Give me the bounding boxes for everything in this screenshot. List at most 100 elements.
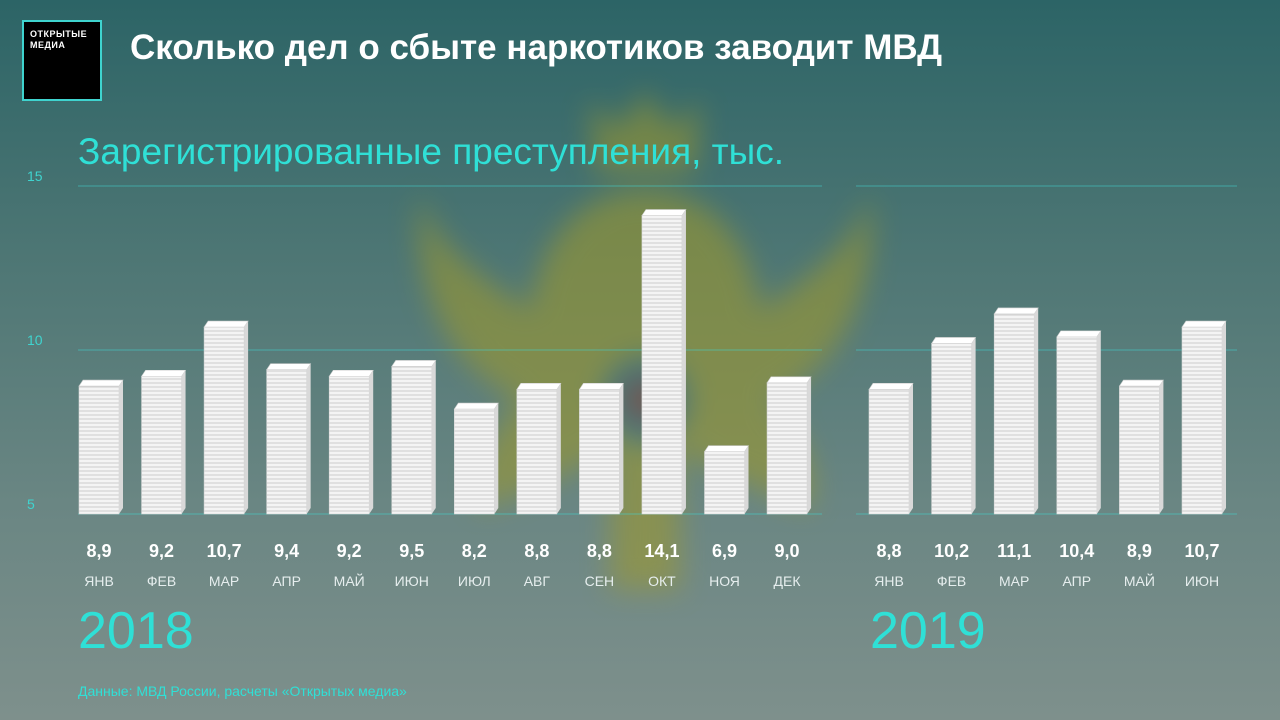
bar-2019-ЯНВ: [868, 389, 910, 515]
month-label: СЕН: [585, 573, 615, 589]
bar-2019-МАР: [993, 313, 1035, 515]
bar-side-2019-МАР: [1034, 307, 1039, 514]
bar-top-2018-СЕН: [578, 383, 624, 390]
bar-side-2018-АПР: [306, 363, 311, 514]
value-label: 8,8: [876, 541, 901, 561]
bar-top-2019-МАЙ: [1118, 379, 1164, 387]
bar-2019-АПР: [1056, 336, 1098, 515]
bar-2018-АПР: [266, 369, 307, 515]
month-label: АПР: [272, 573, 301, 589]
bar-side-2018-АВГ: [556, 383, 561, 514]
logo-text-line1: ОТКРЫТЫЕ: [30, 29, 88, 39]
year-label-2019: 2019: [870, 602, 986, 660]
source-note: Данные: МВД России, расчеты «Открытых ме…: [78, 683, 407, 699]
value-label: 9,5: [399, 541, 424, 561]
bar-labels: 8,9 ЯНВ 9,2 ФЕВ 10,7 МАР 9,4 АПР 9,2 МАЙ 9,5 ИЮН 8,2…: [84, 541, 1219, 589]
value-label: 6,9: [712, 541, 737, 561]
value-label: 8,8: [524, 541, 549, 561]
bar-top-2018-АПР: [266, 363, 312, 370]
gridlines: [78, 185, 1237, 515]
bar-side-2019-ИЮН: [1222, 321, 1226, 514]
logo-text-line2: МЕДИА: [30, 40, 66, 50]
page-title: Сколько дел о сбыте наркотиков заводит М…: [130, 28, 943, 67]
value-label: 9,4: [274, 541, 299, 561]
bar-2018-АВГ: [516, 389, 558, 515]
y-axis-ticks: 5 10 15: [27, 168, 43, 512]
bar-side-2019-АПР: [1096, 330, 1101, 514]
bar-top-2018-ИЮН: [391, 360, 437, 367]
bar-2019-ИЮН: [1181, 326, 1223, 515]
bar-2019-ФЕВ: [931, 343, 972, 515]
bar-top-2018-ЯНВ: [78, 379, 124, 387]
bar-top-2019-ИЮН: [1181, 320, 1227, 328]
bar-2018-ОКТ: [641, 215, 683, 515]
value-label: 10,7: [207, 541, 242, 561]
bar-2018-МАЙ: [328, 375, 370, 515]
value-label: 14,1: [644, 541, 679, 561]
value-label: 10,4: [1059, 541, 1094, 561]
bar-side-2018-НОЯ: [744, 445, 749, 514]
month-label: ИЮН: [1185, 573, 1219, 589]
month-label: МАР: [209, 573, 239, 589]
bar-2018-ФЕВ: [141, 375, 182, 515]
brand-logo[interactable]: ОТКРЫТЫЕ МЕДИА: [22, 20, 102, 101]
value-label: 8,8: [587, 541, 612, 561]
month-label: НОЯ: [709, 573, 740, 589]
bar-side-2018-ИЮЛ: [494, 403, 499, 514]
bar-top-2018-ФЕВ: [140, 369, 187, 377]
bar-top-2018-ОКТ: [641, 209, 687, 216]
bar-side-2019-МАЙ: [1159, 380, 1164, 514]
value-label: 9,0: [775, 541, 800, 561]
year-labels: 2018 2019: [78, 602, 986, 660]
bars: [78, 209, 1227, 515]
bar-side-2018-МАР: [244, 321, 249, 514]
bar-side-2018-ФЕВ: [181, 370, 186, 514]
bar-side-2018-ДЕК: [807, 376, 812, 514]
bar-top-2019-ЯНВ: [868, 383, 914, 390]
value-label: 10,2: [934, 541, 969, 561]
bar-top-2019-МАР: [993, 307, 1039, 315]
bar-2018-ИЮЛ: [453, 408, 495, 515]
bar-2019-МАЙ: [1119, 385, 1160, 515]
value-label: 10,7: [1184, 541, 1219, 561]
bar-side-2018-СЕН: [619, 383, 624, 514]
month-label: ЯНВ: [874, 573, 904, 589]
bar-2018-ИЮН: [391, 366, 433, 515]
chart-title: Зарегистрированные преступления, тыс.: [78, 131, 784, 172]
value-label: 9,2: [149, 541, 174, 561]
bar-top-2018-НОЯ: [703, 445, 750, 452]
bar-2018-ДЕК: [766, 382, 808, 515]
y-tick-label: 10: [27, 332, 43, 348]
month-label: ФЕВ: [937, 573, 966, 589]
month-label: ИЮН: [395, 573, 429, 589]
month-label: ЯНВ: [84, 573, 114, 589]
bar-top-2018-ИЮЛ: [453, 402, 499, 410]
bar-top-2018-МАЙ: [328, 369, 374, 377]
bar-2018-ЯНВ: [78, 385, 120, 515]
bar-top-2019-ФЕВ: [931, 337, 977, 344]
bar-side-2019-ФЕВ: [971, 337, 976, 514]
y-tick-label: 15: [27, 168, 43, 184]
value-label: 11,1: [997, 541, 1031, 561]
month-label: АПР: [1063, 573, 1092, 589]
value-label: 8,9: [86, 541, 111, 561]
bar-side-2018-ЯНВ: [119, 380, 123, 514]
bar-2018-НОЯ: [704, 451, 745, 515]
bar-2018-МАР: [203, 326, 245, 515]
month-label: МАЙ: [334, 572, 365, 589]
month-label: МАР: [999, 573, 1029, 589]
month-label: ИЮЛ: [458, 573, 491, 589]
y-tick-label: 5: [27, 496, 35, 512]
bar-side-2018-ИЮН: [431, 360, 436, 514]
month-label: ФЕВ: [147, 573, 176, 589]
bar-side-2018-МАЙ: [369, 370, 374, 514]
value-label: 9,2: [337, 541, 362, 561]
bar-side-2019-ЯНВ: [909, 383, 913, 514]
bar-top-2018-АВГ: [516, 383, 562, 390]
month-label: ОКТ: [648, 573, 676, 589]
value-label: 8,2: [462, 541, 487, 561]
bar-side-2018-ОКТ: [681, 209, 686, 514]
bar-2018-СЕН: [579, 389, 620, 515]
year-label-2018: 2018: [78, 602, 194, 660]
